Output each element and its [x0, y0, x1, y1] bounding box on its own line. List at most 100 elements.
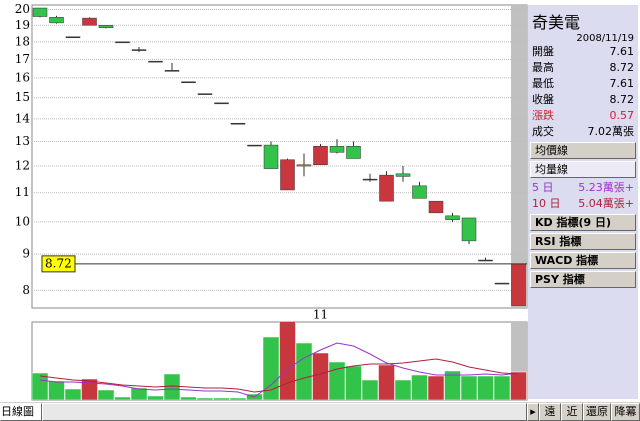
volume-bar — [81, 378, 98, 400]
candle-body — [82, 17, 97, 26]
candle-body — [131, 49, 147, 51]
candle-body — [346, 146, 361, 159]
info-panel: 奇美電 2008/11/19 開盤 7.61 最高 8.72 最低 7.61 收盤 8.72 漲… — [528, 5, 638, 399]
info-value: 0.57 — [609, 109, 635, 122]
toolbar-button[interactable]: 遠 — [539, 403, 561, 421]
y-tick-label: 11 — [15, 185, 30, 199]
candle-body — [164, 70, 180, 72]
ma-row: 5 日 5.23萬張+ — [528, 180, 638, 196]
volume-bar — [130, 387, 148, 400]
candle-body — [247, 144, 262, 147]
info-label: 漲跌 — [532, 109, 554, 122]
candle-body — [379, 174, 394, 202]
candle-body — [511, 263, 526, 306]
volume-ma-line — [39, 342, 519, 398]
info-label: 收盤 — [532, 93, 554, 106]
ma-label: 5 日 — [532, 181, 554, 194]
info-row: 成交 7.02萬張 — [528, 124, 638, 140]
scroll-right[interactable]: ▸ — [527, 403, 539, 421]
candle-body — [329, 146, 345, 153]
price-frame — [31, 4, 528, 309]
volume-bar — [262, 336, 280, 400]
indicator-button[interactable]: WACD 指標 — [530, 252, 636, 269]
candle-body — [478, 259, 493, 262]
candle-body — [49, 17, 64, 24]
candle-body — [296, 164, 312, 167]
volume-ma-line — [39, 358, 519, 393]
volume-bar — [147, 395, 164, 400]
info-row: 開盤 7.61 — [528, 44, 638, 60]
info-label: 開盤 — [532, 45, 554, 58]
chart: 8 9 10 11 12 13 14 15 16 17 18 19 20 11 8.72 — [15, 2, 528, 401]
candle-body — [280, 159, 295, 191]
volume-bar — [411, 374, 428, 400]
stock-name: 奇美電 — [532, 13, 581, 32]
info-value: 8.72 — [609, 93, 635, 106]
volume-bar — [427, 375, 445, 400]
scrollbar[interactable] — [42, 403, 527, 421]
indicator-button[interactable]: RSI 指標 — [530, 233, 636, 250]
toolbar-button[interactable]: 還原 — [583, 403, 611, 421]
current-column — [511, 5, 527, 308]
volume-bar — [477, 375, 494, 400]
volume-bar — [163, 373, 181, 400]
volume-bar — [460, 375, 478, 400]
y-tick-label: 9 — [22, 247, 30, 261]
candle-body — [412, 185, 427, 199]
candle-body — [230, 122, 246, 125]
volume-bar — [510, 371, 527, 400]
candle-body — [494, 282, 510, 285]
toolbar: 日線圖 ▸ 遠近還原 降冪 — [0, 402, 640, 421]
price-label: 8.72 — [45, 256, 72, 270]
period-select[interactable]: 日線圖 — [0, 403, 42, 421]
volume-bar — [64, 388, 82, 400]
candle-body — [313, 146, 328, 166]
toolbar-button[interactable]: 近 — [561, 403, 583, 421]
info-value: 7.61 — [609, 45, 635, 58]
candle-body — [148, 60, 163, 63]
y-tick-label: 14 — [15, 111, 31, 125]
volume-bar — [279, 322, 296, 400]
volume-bar — [114, 396, 131, 400]
toolbar-button[interactable]: 降冪 — [611, 403, 640, 421]
info-row: 最低 7.61 — [528, 76, 638, 92]
info-row: 最高 8.72 — [528, 60, 638, 76]
y-tick-label: 20 — [15, 2, 30, 16]
volume-bar — [493, 375, 511, 400]
candle-body — [65, 36, 81, 39]
volume-bar — [180, 396, 197, 400]
indicator-button[interactable]: KD 指標(9 日) — [530, 214, 636, 231]
info-label: 最低 — [532, 77, 554, 90]
candle-body — [32, 7, 48, 17]
candle-body — [362, 178, 378, 181]
volume-bar — [32, 372, 49, 400]
volume-bar — [196, 397, 214, 400]
volume-bar — [229, 397, 247, 400]
indicator-button[interactable]: PSY 指標 — [530, 271, 636, 288]
volume-bar — [295, 342, 313, 400]
info-value: 8.72 — [609, 61, 635, 74]
toggle-button[interactable]: 均量線 — [530, 161, 636, 178]
volume-bar — [97, 389, 115, 400]
toggle-button[interactable]: 均價線 — [530, 142, 636, 159]
y-tick-label: 10 — [15, 214, 30, 228]
volume-bar — [312, 352, 329, 400]
y-tick-label: 12 — [15, 159, 30, 173]
candle-body — [214, 102, 229, 105]
ma-row: 10 日 5.04萬張+ — [528, 196, 638, 212]
candle-body — [197, 93, 213, 95]
volume-bar — [378, 364, 395, 400]
candle-body — [428, 200, 444, 214]
info-label: 成交 — [532, 125, 554, 138]
info-value: 7.02萬張 — [587, 125, 635, 138]
candle-body — [445, 215, 460, 221]
candle-body — [263, 144, 279, 169]
candle-body — [98, 25, 114, 28]
volume-bar — [361, 379, 379, 400]
info-row: 漲跌 0.57 — [528, 108, 638, 124]
volume-group — [32, 322, 527, 400]
volume-bar — [345, 365, 362, 400]
y-tick-label: 13 — [15, 134, 30, 148]
info-row: 收盤 8.72 — [528, 92, 638, 108]
info-label: 最高 — [532, 61, 554, 74]
